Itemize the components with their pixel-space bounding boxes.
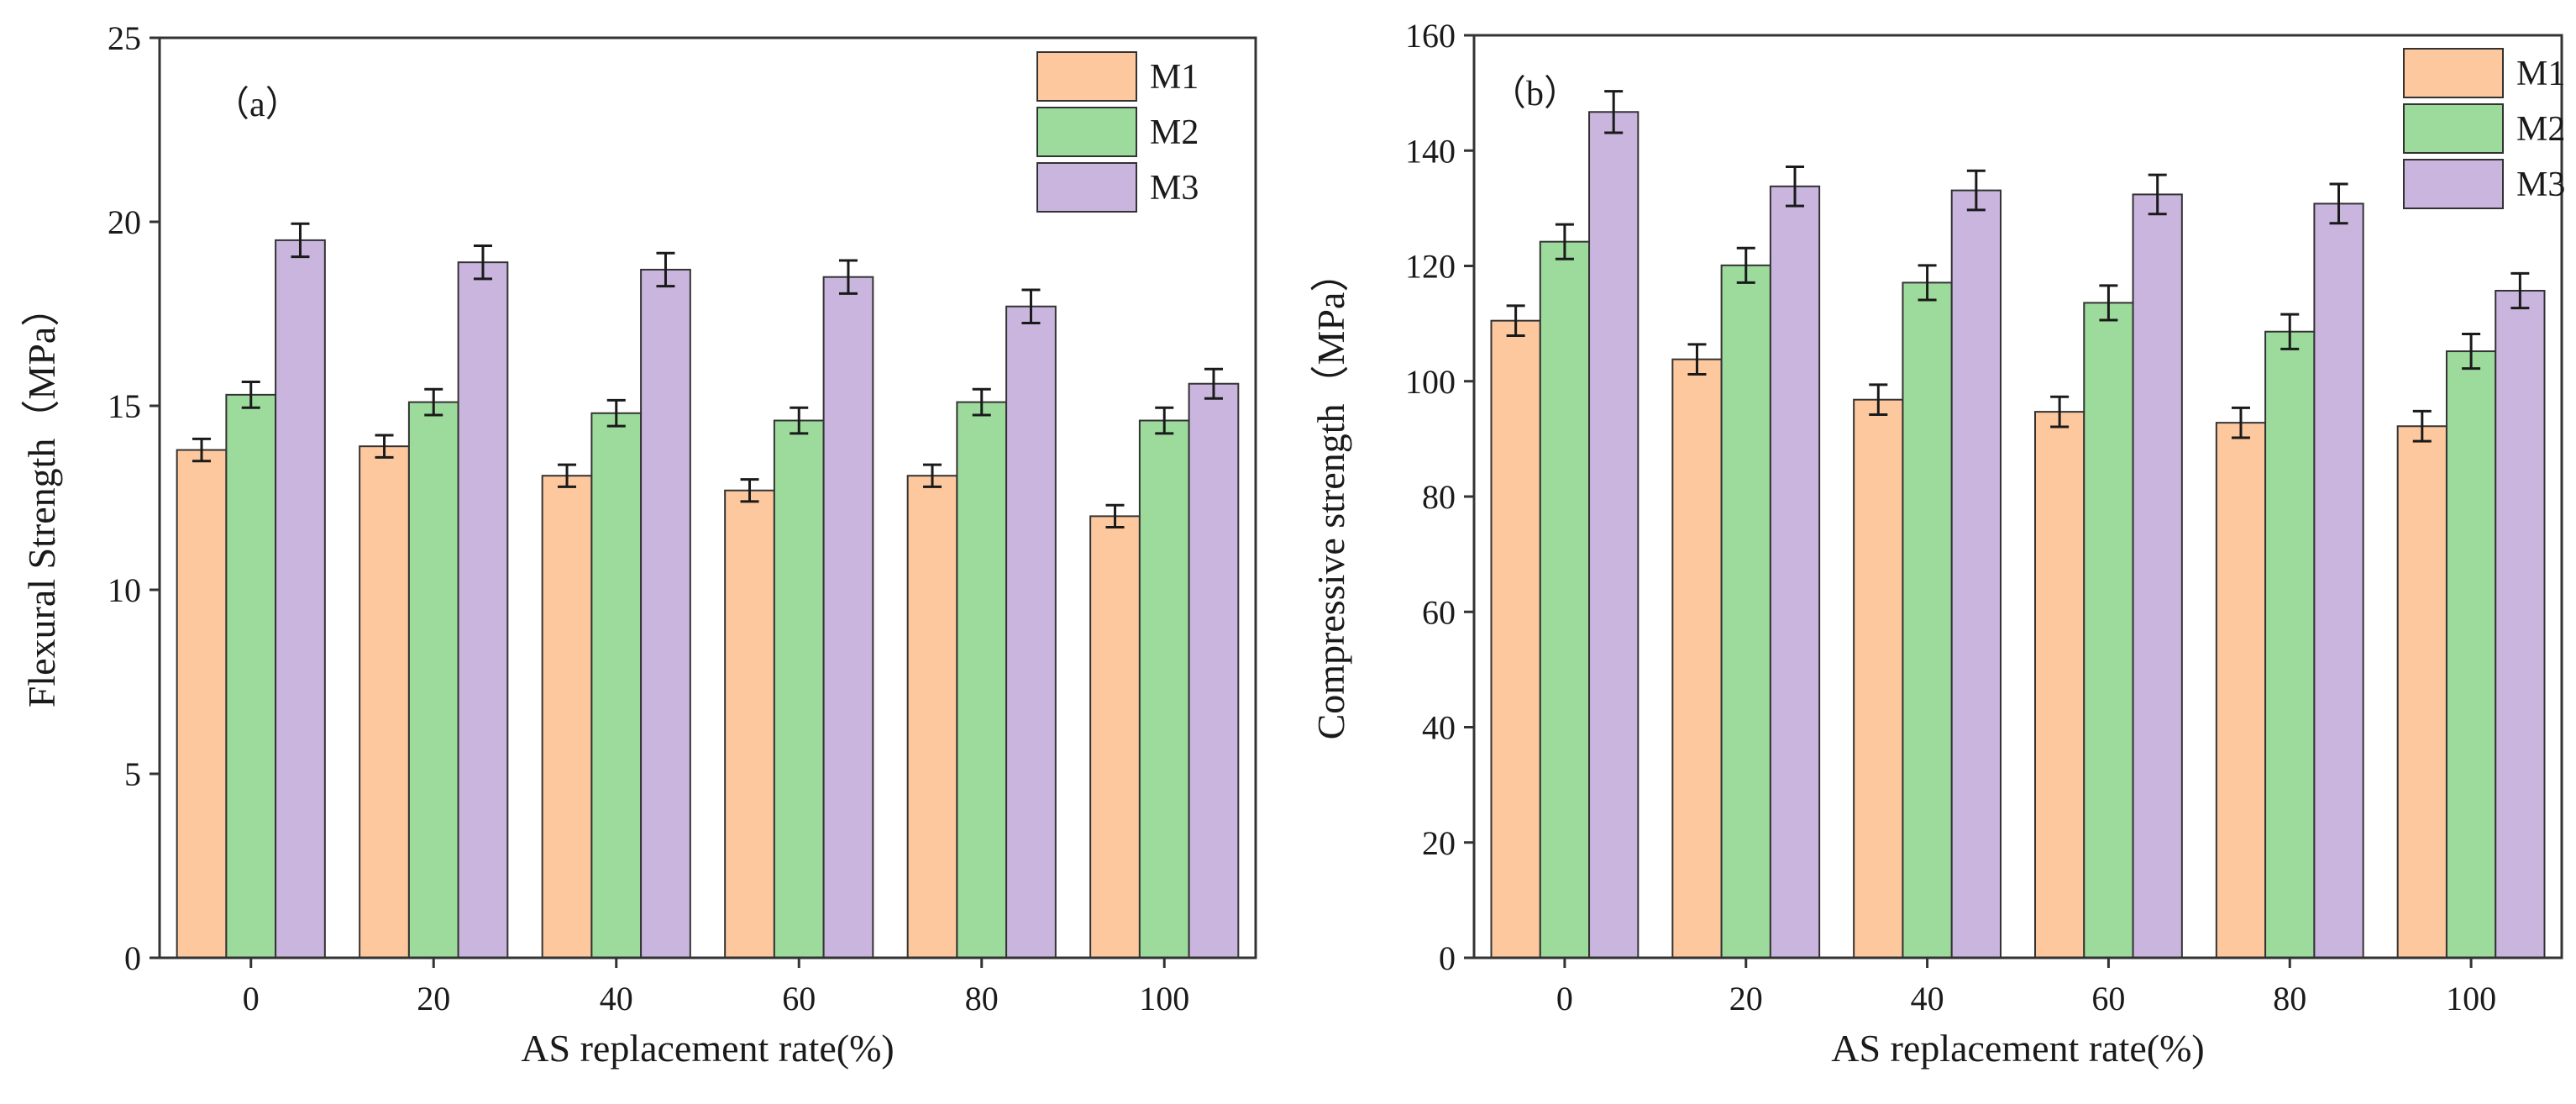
bar-m3-100 bbox=[1188, 382, 1240, 959]
legend-swatch-m3 bbox=[1036, 162, 1137, 213]
bar-m3-60 bbox=[2132, 193, 2183, 959]
panel-label: （b） bbox=[1491, 75, 1579, 113]
bar-m2-40 bbox=[1902, 281, 1953, 959]
x-tick-label: 20 bbox=[1729, 980, 1763, 1017]
bar-m3-0 bbox=[275, 239, 326, 959]
flexural-strength-chart: 0 5 10 15 20 25 0 20 40 60 80 100 AS replacement rat… bbox=[20, 19, 1257, 1070]
bar-m1-80 bbox=[906, 475, 958, 959]
y-axis-title: Compressive strength（MPa） bbox=[1309, 254, 1352, 740]
plot-frame bbox=[158, 36, 1257, 959]
bar-m2-80 bbox=[956, 401, 1008, 959]
bar-m2-100 bbox=[2445, 350, 2497, 959]
bar-m3-20 bbox=[1769, 185, 1821, 959]
y-tick-label: 140 bbox=[1405, 132, 1456, 170]
bar-m3-100 bbox=[2495, 290, 2546, 959]
y-tick-label: 80 bbox=[1422, 478, 1456, 516]
y-tick-label: 60 bbox=[1422, 593, 1456, 631]
bar-m1-80 bbox=[2215, 422, 2267, 959]
x-tick-label: 100 bbox=[2446, 980, 2496, 1017]
bar-m2-0 bbox=[1539, 240, 1591, 959]
bar-m1-0 bbox=[176, 449, 228, 959]
bar-m1-40 bbox=[1853, 398, 1904, 959]
x-axis-title: AS replacement rate(%) bbox=[521, 1027, 894, 1070]
bar-m2-20 bbox=[1720, 264, 1771, 959]
x-tick-label: 60 bbox=[782, 980, 816, 1017]
legend-swatch-m2 bbox=[2403, 103, 2504, 154]
bar-m2-60 bbox=[2083, 302, 2134, 959]
bar-m3-40 bbox=[640, 268, 691, 959]
bar-m2-60 bbox=[773, 419, 825, 959]
y-tick-label: 5 bbox=[124, 755, 141, 793]
x-tick-label: 40 bbox=[600, 980, 633, 1017]
y-tick-label: 20 bbox=[1422, 824, 1456, 862]
y-tick-label: 120 bbox=[1405, 248, 1456, 286]
x-tick-label: 0 bbox=[243, 980, 260, 1017]
x-axis-title: AS replacement rate(%) bbox=[1831, 1027, 2204, 1070]
y-tick-label: 20 bbox=[108, 203, 141, 241]
panel-label: （a） bbox=[214, 86, 301, 124]
legend-swatch-m2 bbox=[1036, 107, 1137, 157]
bar-m1-60 bbox=[2034, 411, 2085, 959]
legend-label-m3: M3 bbox=[1150, 169, 1199, 208]
bar-m2-80 bbox=[2264, 330, 2316, 959]
y-tick-label: 0 bbox=[124, 939, 141, 977]
y-tick-label: 25 bbox=[108, 19, 141, 57]
bar-m1-60 bbox=[724, 489, 775, 959]
bar-m1-0 bbox=[1490, 319, 1541, 959]
legend-label-m1: M1 bbox=[2516, 55, 2565, 93]
y-tick-label: 0 bbox=[1439, 939, 1456, 977]
bar-m3-20 bbox=[457, 261, 509, 959]
y-tick-label: 100 bbox=[1405, 363, 1456, 401]
bar-m3-0 bbox=[1588, 111, 1640, 959]
bar-m2-100 bbox=[1138, 419, 1190, 959]
legend-swatch-m3 bbox=[2403, 159, 2504, 209]
y-axis-title: Flexural Strength（MPa） bbox=[20, 288, 63, 708]
legend-label-m2: M2 bbox=[1150, 113, 1199, 152]
bar-m3-80 bbox=[1005, 305, 1057, 959]
bar-m2-0 bbox=[225, 393, 277, 959]
x-tick-label: 20 bbox=[417, 980, 450, 1017]
x-tick-label: 100 bbox=[1139, 980, 1189, 1017]
bar-m1-20 bbox=[359, 445, 410, 959]
compressive-strength-chart: 0 20 40 60 80 100 120 140 160 0 20 40 60 80 100 AS repl… bbox=[1309, 17, 2565, 1070]
bar-m3-80 bbox=[2313, 202, 2364, 959]
x-tick-label: 0 bbox=[1556, 980, 1573, 1017]
bar-m1-100 bbox=[1089, 515, 1141, 959]
legend-swatch-m1 bbox=[1036, 51, 1137, 102]
bar-m1-20 bbox=[1671, 358, 1723, 959]
bar-m2-40 bbox=[590, 412, 643, 959]
bar-m2-20 bbox=[407, 401, 459, 959]
x-tick-label: 80 bbox=[965, 980, 999, 1017]
legend-label-m1: M1 bbox=[1150, 58, 1199, 97]
y-tick-label: 10 bbox=[108, 571, 141, 609]
y-tick-label: 15 bbox=[108, 387, 141, 425]
x-tick-label: 40 bbox=[1911, 980, 1944, 1017]
bar-m3-40 bbox=[1950, 189, 2002, 959]
legend-swatch-m1 bbox=[2403, 48, 2504, 98]
bar-m3-60 bbox=[822, 276, 874, 959]
bar-m1-100 bbox=[2396, 425, 2447, 959]
x-tick-label: 60 bbox=[2091, 980, 2125, 1017]
y-tick-label: 160 bbox=[1405, 17, 1456, 55]
bar-m1-40 bbox=[541, 475, 593, 959]
y-tick-label: 40 bbox=[1422, 709, 1456, 747]
legend-label-m2: M2 bbox=[2516, 110, 2565, 149]
x-tick-label: 80 bbox=[2273, 980, 2306, 1017]
legend-label-m3: M3 bbox=[2516, 166, 2565, 204]
